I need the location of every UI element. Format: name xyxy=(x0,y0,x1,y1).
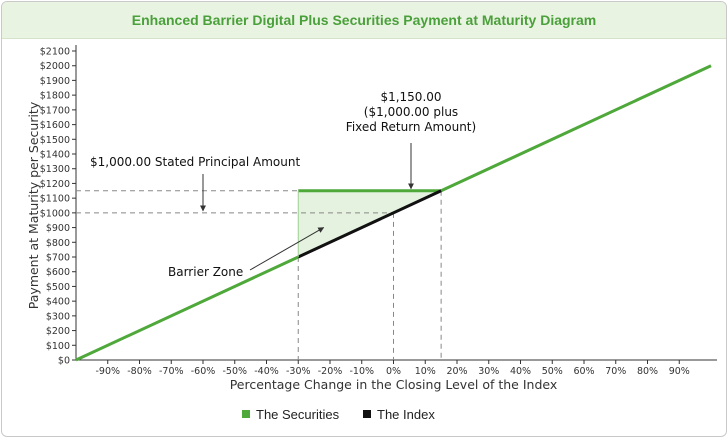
y-tick-label: $1000 xyxy=(40,208,70,219)
y-tick-label: $1300 xyxy=(40,164,70,175)
y-tick-label: $0 xyxy=(58,356,70,367)
y-tick-label: $1100 xyxy=(40,194,70,205)
y-tick-label: $1800 xyxy=(40,91,70,102)
y-tick-label: $600 xyxy=(46,267,70,278)
x-tick-label: -30% xyxy=(286,366,311,377)
annotation-return-line: $1,150.00 xyxy=(380,90,441,104)
title-band: Enhanced Barrier Digital Plus Securities… xyxy=(2,2,726,39)
y-tick-label: $500 xyxy=(46,282,70,293)
annotation-principal: $1,000.00 Stated Principal Amount xyxy=(90,155,300,169)
y-tick-label: $300 xyxy=(46,311,70,322)
chart-title: Enhanced Barrier Digital Plus Securities… xyxy=(131,12,597,28)
y-tick-label: $1600 xyxy=(40,120,70,131)
x-tick-label: 10% xyxy=(415,366,436,377)
x-tick-label: -60% xyxy=(191,366,216,377)
y-tick-label: $700 xyxy=(46,253,70,264)
x-tick-label: 70% xyxy=(605,366,626,377)
y-tick-label: $1200 xyxy=(40,179,70,190)
series-line-the-securities xyxy=(440,64,712,193)
x-tick-label: 0% xyxy=(386,366,401,377)
y-tick-label: $2100 xyxy=(40,47,70,58)
y-tick-label: $1500 xyxy=(40,135,70,146)
x-tick-label: -80% xyxy=(127,366,152,377)
legend-swatch-securities xyxy=(242,410,250,418)
y-tick-label: $200 xyxy=(46,326,70,337)
x-tick-label: -50% xyxy=(222,366,247,377)
x-tick-label: -20% xyxy=(318,366,343,377)
legend-label-securities: The Securities xyxy=(256,407,340,422)
x-tick-label: 30% xyxy=(478,366,499,377)
annotation-return-line: ($1,000.00 plus xyxy=(364,105,458,119)
y-axis-title: Payment at Maturity per Security xyxy=(26,101,41,309)
x-tick-label: 80% xyxy=(637,366,658,377)
y-tick-label: $1400 xyxy=(40,150,70,161)
legend-label-index: The Index xyxy=(377,407,435,422)
y-tick-label: $1700 xyxy=(40,105,70,116)
x-tick-label: -90% xyxy=(95,366,120,377)
barrier-zone-arrow xyxy=(249,227,325,271)
barrier-zone-label: Barrier Zone xyxy=(168,265,243,279)
x-tick-label: 40% xyxy=(510,366,531,377)
x-tick-label: -70% xyxy=(159,366,184,377)
y-tick-label: $1900 xyxy=(40,76,70,87)
series-line-the-securities xyxy=(75,255,299,362)
annotation-return-line: Fixed Return Amount) xyxy=(346,120,476,134)
series-line-the-index xyxy=(297,189,442,259)
x-tick-label: 90% xyxy=(669,366,690,377)
y-tick-label: $900 xyxy=(46,223,70,234)
y-tick-label: $800 xyxy=(46,238,70,249)
x-axis-title: Percentage Change in the Closing Level o… xyxy=(230,377,558,392)
y-tick-label: $400 xyxy=(46,297,70,308)
x-tick-label: 60% xyxy=(573,366,594,377)
legend-swatch-index xyxy=(363,410,371,418)
y-tick-label: $2000 xyxy=(40,61,70,72)
y-tick-label: $100 xyxy=(46,341,70,352)
x-tick-label: -40% xyxy=(254,366,279,377)
x-tick-label: 50% xyxy=(542,366,563,377)
x-tick-label: 20% xyxy=(446,366,467,377)
x-tick-label: -10% xyxy=(349,366,374,377)
